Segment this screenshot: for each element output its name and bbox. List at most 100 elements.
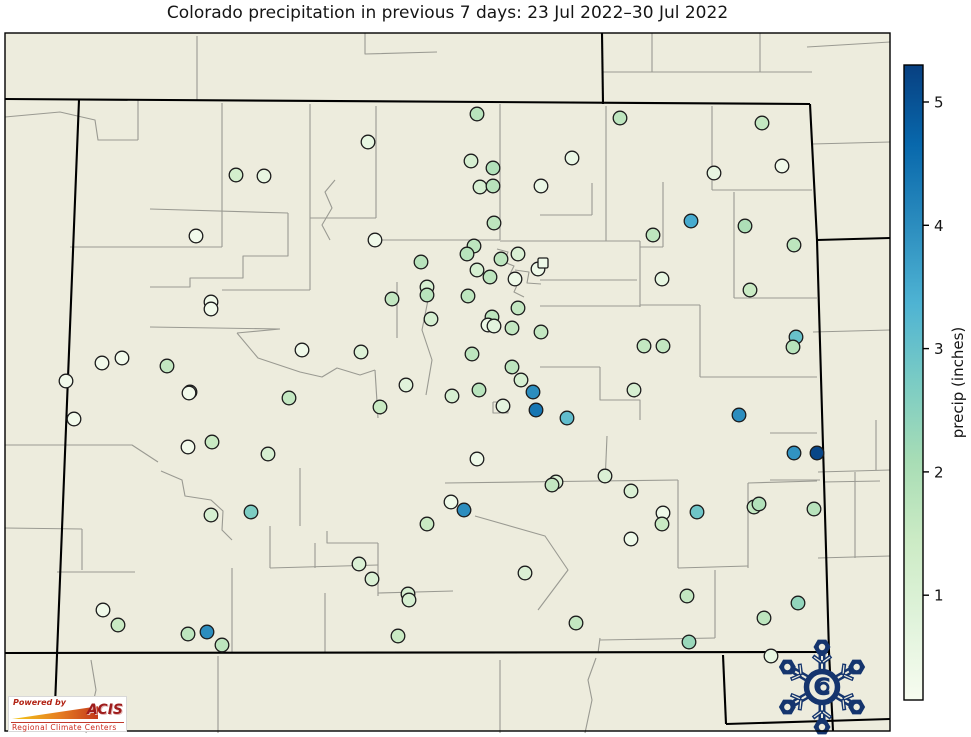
station-dot [790, 595, 806, 611]
station-dot [367, 232, 383, 248]
station-dot [645, 227, 661, 243]
station-dot [372, 399, 388, 415]
station-dot [525, 384, 541, 400]
station-dot [469, 451, 485, 467]
acis-logo: Powered by ACIS Regional Climate Centers [8, 696, 127, 732]
station-dot [281, 390, 297, 406]
colorbar-tick-label: 3 [934, 340, 944, 358]
station-dot [763, 648, 779, 664]
station-dot [559, 410, 575, 426]
station-dot [809, 445, 825, 461]
station-dot [460, 288, 476, 304]
station-dot [456, 502, 472, 518]
station-dot [256, 168, 272, 184]
station-dot [180, 626, 196, 642]
station-dot [243, 504, 259, 520]
station-square [537, 257, 549, 269]
station-dot [681, 634, 697, 650]
station-dot [544, 477, 560, 493]
station-dot [472, 179, 488, 195]
station-dot [751, 496, 767, 512]
station-dot [384, 291, 400, 307]
station-dot [510, 246, 526, 262]
station-dot [419, 516, 435, 532]
acis-name-label: ACIS [87, 702, 123, 718]
station-dot [504, 359, 520, 375]
county-borders [4, 33, 891, 734]
station-dot [180, 439, 196, 455]
station-dot [517, 565, 533, 581]
station-dot [564, 150, 580, 166]
station-dot [626, 382, 642, 398]
station-dot [260, 446, 276, 462]
station-dot [159, 358, 175, 374]
station-dot [95, 602, 111, 618]
station-dot [199, 624, 215, 640]
station-dot [351, 556, 367, 572]
station-dot [469, 262, 485, 278]
station-dot [66, 411, 82, 427]
station-dot [495, 398, 511, 414]
station-dot [469, 106, 485, 122]
station-dot [654, 271, 670, 287]
figure-title: Colorado precipitation in previous 7 day… [166, 3, 729, 23]
station-dot [214, 637, 230, 653]
station-dot [655, 338, 671, 354]
station-dot [636, 338, 652, 354]
station-dot [485, 178, 501, 194]
station-dot [401, 592, 417, 608]
station-dot [706, 165, 722, 181]
station-dot [228, 167, 244, 183]
axes-frame [4, 32, 891, 732]
station-dot [786, 237, 802, 253]
station-dot [806, 501, 822, 517]
station-dot [786, 445, 802, 461]
station-markers [58, 106, 825, 664]
colorbar-tick-label: 5 [934, 93, 944, 111]
station-dot [463, 153, 479, 169]
acis-subtitle-label: Regional Climate Centers [12, 723, 117, 732]
snowflake-logo: C [778, 639, 866, 735]
station-dot [390, 628, 406, 644]
station-dot [612, 110, 628, 126]
colorbar: 5 4 3 2 1 precip (inches) [923, 93, 967, 605]
station-dot [444, 388, 460, 404]
colorbar-tick-label: 1 [934, 587, 944, 605]
station-dot [353, 344, 369, 360]
station-dot [756, 610, 772, 626]
acis-powered-by-label: Powered by [13, 698, 66, 707]
station-dot [419, 287, 435, 303]
station-dot [423, 311, 439, 327]
colorbar-gradient [903, 64, 924, 701]
station-dot [683, 213, 699, 229]
station-dot [204, 434, 220, 450]
station-dot [58, 373, 74, 389]
station-dot [533, 178, 549, 194]
station-dot [504, 320, 520, 336]
station-dot [486, 215, 502, 231]
colorbar-tick-label: 4 [934, 217, 944, 235]
station-dot [785, 339, 801, 355]
station-dot [654, 516, 670, 532]
station-dot [742, 282, 758, 298]
station-dot [188, 228, 204, 244]
station-dot [486, 318, 502, 334]
station-dot [114, 350, 130, 366]
station-dot [507, 271, 523, 287]
station-dot [731, 407, 747, 423]
station-dot [181, 385, 197, 401]
station-dot [471, 382, 487, 398]
station-dot [203, 301, 219, 317]
station-dot [110, 617, 126, 633]
station-dot [679, 588, 695, 604]
station-dot [203, 507, 219, 523]
station-dot [754, 115, 770, 131]
snowflake-center-letter: C [813, 673, 831, 701]
station-dot [485, 160, 501, 176]
colorbar-tick-label: 2 [934, 463, 944, 481]
acis-divider [11, 722, 124, 723]
station-dot [510, 300, 526, 316]
station-dot [413, 254, 429, 270]
station-dot [623, 531, 639, 547]
